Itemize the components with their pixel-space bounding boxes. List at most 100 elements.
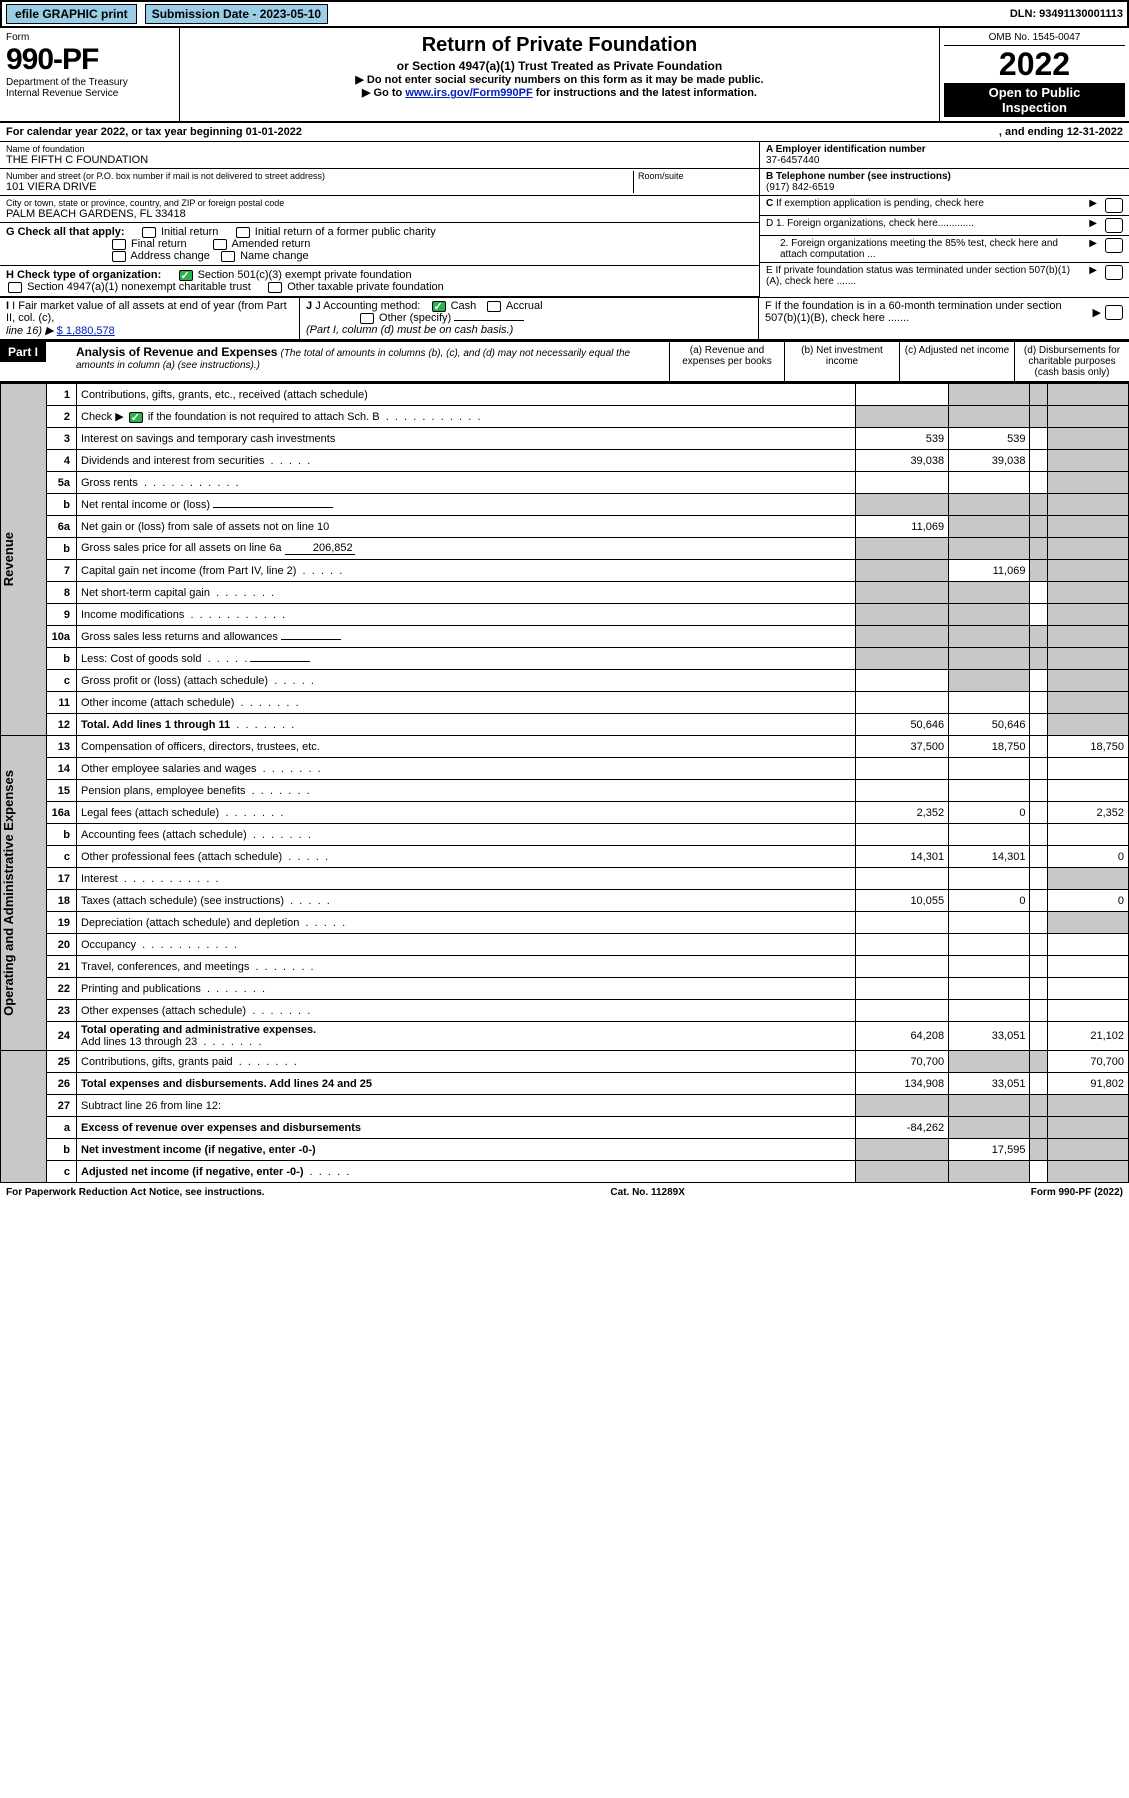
c-checkbox[interactable] [1105,198,1123,213]
city-label: City or town, state or province, country… [6,198,753,208]
table-row: 16aLegal fees (attach schedule)2,35202,3… [1,802,1129,824]
section-h: H Check type of organization: Section 50… [0,266,759,297]
table-row: 22Printing and publications [1,978,1129,1000]
ein-label: A Employer identification number [766,144,926,155]
section-f: F If the foundation is in a 60-month ter… [759,298,1129,339]
ein-value: 37-6457440 [766,155,819,166]
e-checkbox[interactable] [1105,265,1123,280]
table-row: 9Income modifications [1,604,1129,626]
col-a-header: (a) Revenue and expenses per books [669,342,784,381]
section-j: J J Accounting method: Cash Accrual Othe… [300,298,759,339]
table-row: bNet investment income (if negative, ent… [1,1139,1129,1161]
foundation-name: THE FIFTH C FOUNDATION [6,154,753,166]
form-label: Form [6,32,173,43]
open-public-label: Open to Public [946,85,1123,100]
irs-link[interactable]: www.irs.gov/Form990PF [405,87,532,99]
table-row: 25Contributions, gifts, grants paid70,70… [1,1051,1129,1073]
efile-print-button[interactable]: efile GRAPHIC print [6,4,137,24]
phone-value: (917) 842-6519 [766,182,834,193]
d1-label: D 1. Foreign organizations, check here..… [766,218,1085,229]
d1-checkbox[interactable] [1105,218,1123,233]
table-row: cOther professional fees (attach schedul… [1,846,1129,868]
top-bar: efile GRAPHIC print Submission Date - 20… [0,0,1129,28]
e-label: E If private foundation status was termi… [766,265,1085,287]
fmv-value[interactable]: $ 1,880,578 [57,325,115,337]
other-taxable-checkbox[interactable] [268,282,282,293]
part-1-title: Analysis of Revenue and Expenses [76,345,277,359]
form-title: Return of Private Foundation [190,34,929,57]
name-change-checkbox[interactable] [221,251,235,262]
table-row: Operating and Administrative Expenses 13… [1,736,1129,758]
section-i: I I Fair market value of all assets at e… [0,298,300,339]
initial-former-checkbox[interactable] [236,227,250,238]
table-row: 5aGross rents [1,472,1129,494]
initial-return-checkbox[interactable] [142,227,156,238]
table-row: 6aNet gain or (loss) from sale of assets… [1,516,1129,538]
address-label: Number and street (or P.O. box number if… [6,171,633,181]
cat-no: Cat. No. 11289X [610,1187,684,1198]
section-g: G Check all that apply: Initial return I… [0,223,759,266]
4947a1-checkbox[interactable] [8,282,22,293]
table-row: 12Total. Add lines 1 through 1150,64650,… [1,714,1129,736]
table-row: aExcess of revenue over expenses and dis… [1,1117,1129,1139]
address-change-checkbox[interactable] [112,251,126,262]
revenue-label: Revenue [1,522,16,596]
room-label: Room/suite [638,171,753,181]
table-row: cAdjusted net income (if negative, enter… [1,1161,1129,1183]
table-row: 27Subtract line 26 from line 12: [1,1095,1129,1117]
main-table: Revenue 1Contributions, gifts, grants, e… [0,383,1129,1183]
table-row: 19Depreciation (attach schedule) and dep… [1,912,1129,934]
city: PALM BEACH GARDENS, FL 33418 [6,208,753,220]
table-row: bLess: Cost of goods sold [1,648,1129,670]
table-row: bGross sales price for all assets on lin… [1,538,1129,560]
expenses-label: Operating and Administrative Expenses [1,760,16,1026]
501c3-checkbox[interactable] [179,270,193,281]
part-1-label: Part I [0,342,70,381]
pra-notice: For Paperwork Reduction Act Notice, see … [6,1187,265,1198]
table-row: 10aGross sales less returns and allowanc… [1,626,1129,648]
dept-label: Department of the Treasury [6,77,173,88]
table-row: 18Taxes (attach schedule) (see instructi… [1,890,1129,912]
cash-checkbox[interactable] [432,301,446,312]
table-row: 21Travel, conferences, and meetings [1,956,1129,978]
table-row: 23Other expenses (attach schedule) [1,1000,1129,1022]
table-row: 17Interest [1,868,1129,890]
form-warning-1: ▶ Do not enter social security numbers o… [190,73,929,86]
omb-number: OMB No. 1545-0047 [944,32,1125,46]
table-row: bAccounting fees (attach schedule) [1,824,1129,846]
table-row: 11Other income (attach schedule) [1,692,1129,714]
irs-label: Internal Revenue Service [6,88,173,99]
form-subtitle: or Section 4947(a)(1) Trust Treated as P… [190,59,929,73]
table-row: 24Total operating and administrative exp… [1,1022,1129,1051]
form-header: Form 990-PF Department of the Treasury I… [0,28,1129,123]
table-row: cGross profit or (loss) (attach schedule… [1,670,1129,692]
d2-checkbox[interactable] [1105,238,1123,253]
table-row: bNet rental income or (loss) [1,494,1129,516]
form-ref: Form 990-PF (2022) [1031,1187,1123,1198]
table-row: 14Other employee salaries and wages [1,758,1129,780]
table-row: Revenue 1Contributions, gifts, grants, e… [1,384,1129,406]
footer: For Paperwork Reduction Act Notice, see … [0,1183,1129,1202]
calendar-year-row: For calendar year 2022, or tax year begi… [0,123,1129,142]
sch-b-checkbox[interactable] [129,412,143,423]
f-checkbox[interactable] [1105,305,1123,320]
other-method-checkbox[interactable] [360,313,374,324]
table-row: 3Interest on savings and temporary cash … [1,428,1129,450]
accrual-checkbox[interactable] [487,301,501,312]
address: 101 VIERA DRIVE [6,181,633,193]
form-warning-2: ▶ Go to www.irs.gov/Form990PF for instru… [190,86,929,99]
form-number: 990-PF [6,43,173,77]
col-c-header: (c) Adjusted net income [899,342,1014,381]
d2-label: 2. Foreign organizations meeting the 85%… [766,238,1085,260]
table-row: 26Total expenses and disbursements. Add … [1,1073,1129,1095]
dln: DLN: 93491130001113 [1010,8,1123,20]
final-return-checkbox[interactable] [112,239,126,250]
col-b-header: (b) Net investment income [784,342,899,381]
table-row: 8Net short-term capital gain [1,582,1129,604]
table-row: 2Check ▶ if the foundation is not requir… [1,406,1129,428]
tax-year: 2022 [944,46,1125,83]
amended-return-checkbox[interactable] [213,239,227,250]
phone-label: B Telephone number (see instructions) [766,171,951,182]
table-row: 4Dividends and interest from securities3… [1,450,1129,472]
name-label: Name of foundation [6,144,753,154]
